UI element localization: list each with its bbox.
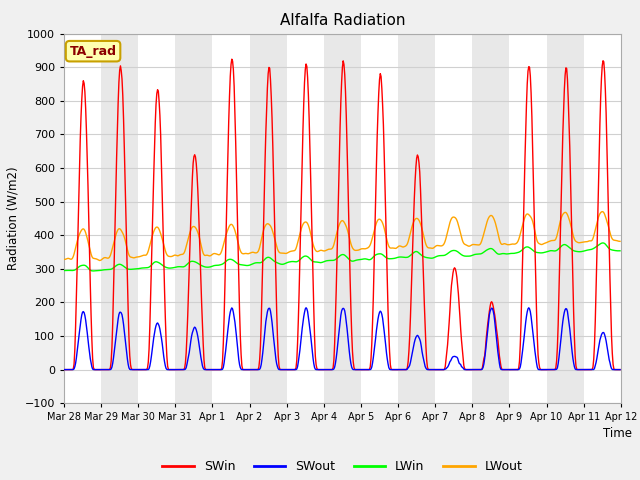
Legend: SWin, SWout, LWin, LWout: SWin, SWout, LWin, LWout — [157, 455, 527, 478]
Bar — [175, 34, 212, 403]
Bar — [398, 34, 435, 403]
Bar — [361, 34, 398, 403]
Bar — [472, 34, 509, 403]
Text: TA_rad: TA_rad — [70, 45, 116, 58]
Bar — [138, 34, 175, 403]
Bar — [621, 34, 640, 403]
X-axis label: Time: Time — [603, 427, 632, 440]
Bar — [287, 34, 324, 403]
Bar — [547, 34, 584, 403]
Title: Alfalfa Radiation: Alfalfa Radiation — [280, 13, 405, 28]
Bar — [101, 34, 138, 403]
Bar — [584, 34, 621, 403]
Bar — [435, 34, 472, 403]
Bar — [324, 34, 361, 403]
Bar — [64, 34, 101, 403]
Bar — [212, 34, 250, 403]
Bar — [509, 34, 547, 403]
Y-axis label: Radiation (W/m2): Radiation (W/m2) — [6, 167, 19, 270]
Bar — [250, 34, 287, 403]
